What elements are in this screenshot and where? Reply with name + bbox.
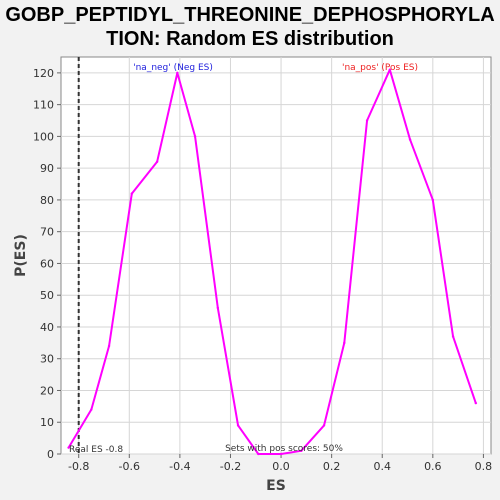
pos-es-label: 'na_pos' (Pos ES)	[342, 63, 418, 73]
series-point	[130, 192, 134, 195]
series-point	[343, 341, 346, 345]
series-point	[365, 119, 369, 122]
x-tick-label: -0.6	[119, 460, 140, 473]
series-point	[176, 71, 179, 75]
real-es-label: Real ES -0.8	[69, 445, 123, 455]
series-point	[67, 446, 70, 449]
y-tick-label: 0	[47, 448, 54, 461]
series-point	[431, 198, 435, 202]
series-point	[257, 452, 260, 456]
axis-ticks: -0.8 -0.6 -0.4 -0.2 0.0 0.2 0.4 0.6 0.8 0 10 20 30 40…	[33, 67, 492, 473]
y-tick-label: 60	[40, 257, 54, 270]
series-point	[236, 424, 240, 427]
chart-title-line-2: TION: Random ES distribution	[106, 28, 394, 50]
x-tick-label: 0.4	[373, 460, 391, 473]
series-point	[90, 408, 93, 411]
series-point	[388, 68, 392, 71]
x-tick-label: -0.2	[220, 460, 241, 473]
series-point	[408, 138, 412, 141]
series-points	[67, 68, 478, 456]
y-tick-label: 70	[40, 226, 54, 239]
series-point	[300, 449, 303, 453]
y-tick-label: 40	[40, 321, 54, 334]
series-point	[216, 306, 220, 310]
y-tick-label: 50	[40, 289, 54, 302]
y-axis-label: P(ES)	[13, 234, 29, 277]
series-point	[279, 452, 283, 456]
y-tick-label: 20	[40, 384, 54, 397]
series-point	[322, 424, 326, 427]
y-tick-label: 10	[40, 416, 54, 429]
x-tick-label: 0.8	[475, 460, 493, 473]
x-axis-label: ES	[266, 478, 286, 494]
plot-area	[60, 56, 492, 455]
series-point	[193, 135, 197, 138]
y-tick-label: 90	[40, 162, 54, 175]
series-point	[451, 335, 455, 338]
chart-title-line-1: GOBP_PEPTIDYL_THREONINE_DEPHOSPHORYLA	[5, 4, 495, 26]
x-tick-label: 0.2	[323, 460, 341, 473]
sets-pos-label: Sets with pos scores: 50%	[225, 444, 343, 454]
series-line	[67, 68, 477, 455]
x-tick-label: 0.6	[424, 460, 442, 473]
y-tick-label: 120	[33, 67, 54, 80]
x-tick-label: 0.0	[272, 460, 290, 473]
grid	[61, 57, 491, 455]
x-tick-label: -0.8	[68, 460, 89, 473]
y-tick-label: 30	[40, 353, 54, 366]
series-point	[474, 401, 478, 405]
y-tick-label: 110	[33, 99, 54, 112]
series-point	[107, 344, 111, 348]
series-point	[155, 160, 159, 164]
y-tick-label: 100	[33, 130, 54, 143]
y-tick-label: 80	[40, 194, 54, 207]
x-tick-label: -0.4	[169, 460, 190, 473]
neg-es-label: 'na_neg' (Neg ES)	[133, 63, 213, 73]
